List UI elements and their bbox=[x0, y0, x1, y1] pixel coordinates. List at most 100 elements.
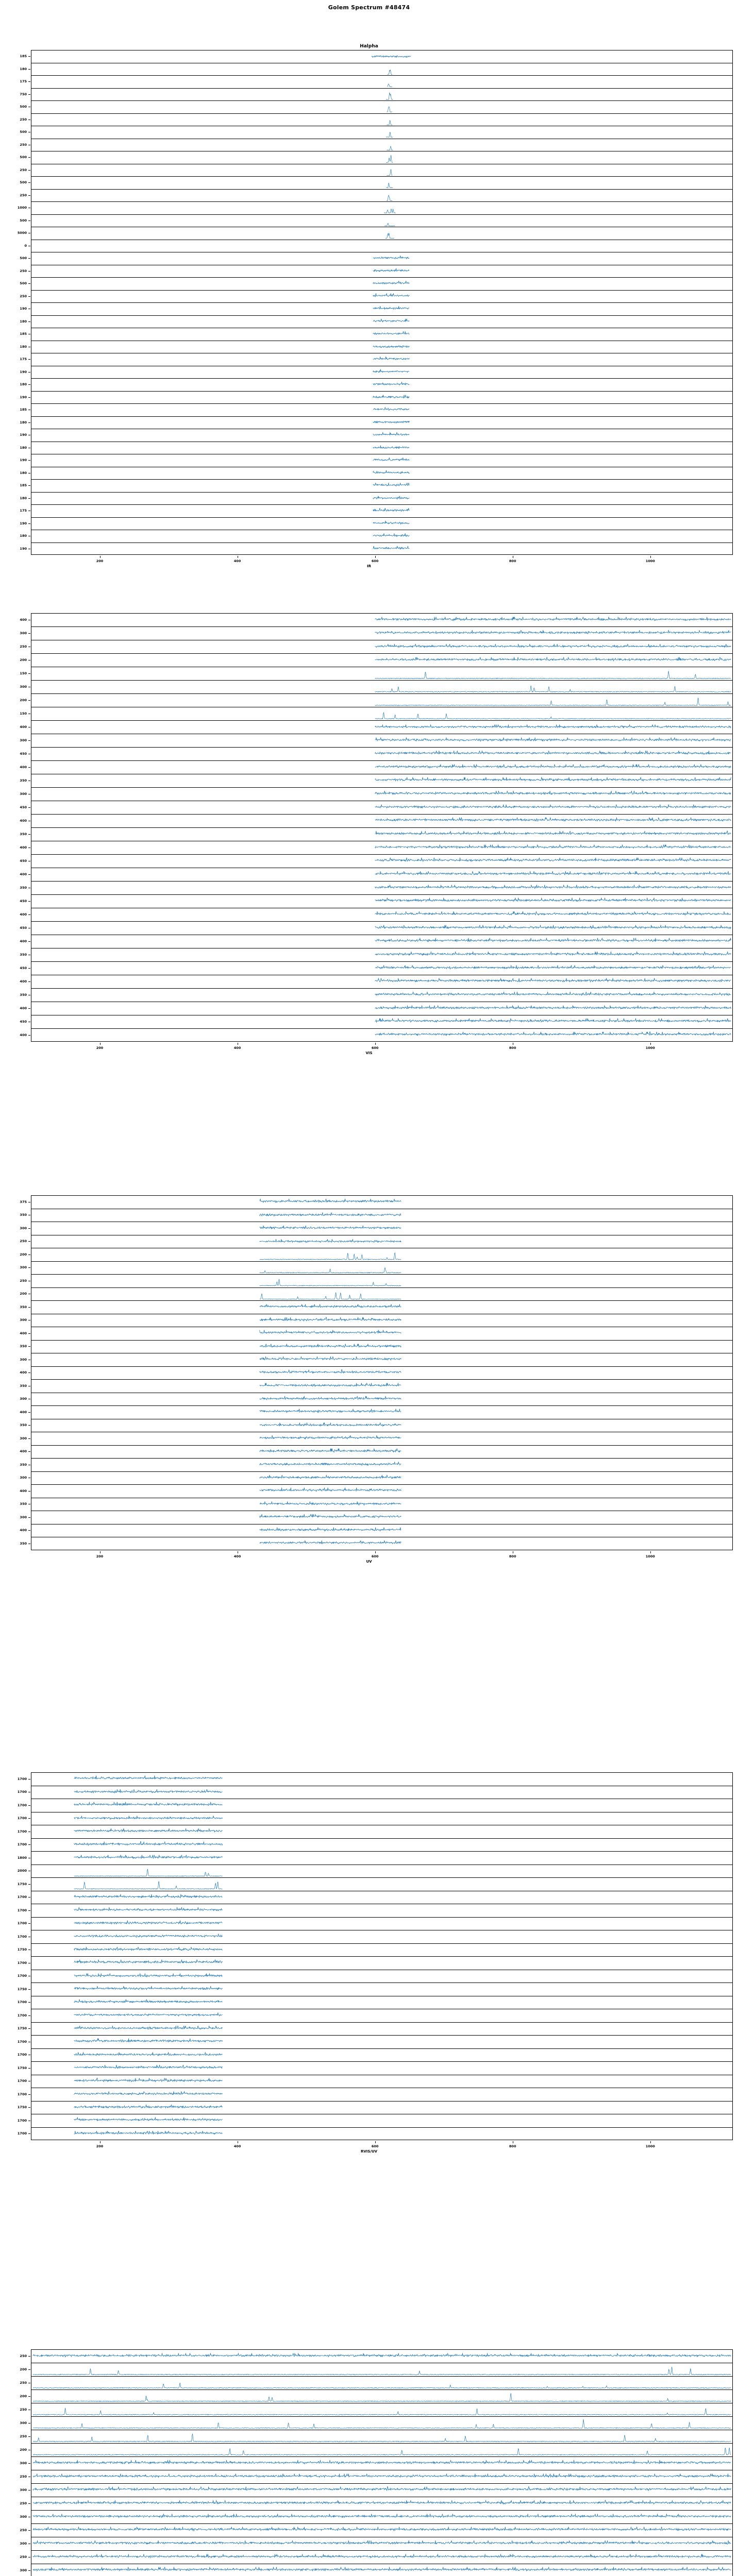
plot-frame[interactable] bbox=[31, 328, 733, 341]
plot-frame[interactable] bbox=[31, 2009, 733, 2022]
plot-frame[interactable] bbox=[31, 707, 733, 720]
spectrum-row[interactable]: 180 bbox=[0, 530, 738, 543]
plot-frame[interactable] bbox=[31, 454, 733, 467]
spectrum-row[interactable]: 250 bbox=[0, 640, 738, 653]
spectrum-row[interactable]: 200 bbox=[0, 1248, 738, 1261]
spectrum-row[interactable]: 375 bbox=[0, 1195, 738, 1209]
plot-frame[interactable] bbox=[31, 948, 733, 961]
plot-frame[interactable] bbox=[31, 1002, 733, 1015]
spectrum-row[interactable]: 300 bbox=[0, 1511, 738, 1524]
spectrum-row[interactable]: 1700 bbox=[0, 2035, 738, 2048]
spectrum-row[interactable]: 400 bbox=[0, 1405, 738, 1419]
spectrum-row[interactable]: 300 bbox=[0, 2510, 738, 2523]
plot-frame[interactable] bbox=[31, 2430, 733, 2443]
plot-frame[interactable] bbox=[31, 75, 733, 88]
plot-frame[interactable] bbox=[31, 1353, 733, 1366]
spectrum-row[interactable]: 1700 bbox=[0, 2088, 738, 2101]
spectrum-row[interactable]: 300 bbox=[0, 734, 738, 747]
plot-frame[interactable] bbox=[31, 1969, 733, 1982]
plot-frame[interactable] bbox=[31, 2537, 733, 2550]
spectrum-row[interactable]: 400 bbox=[0, 1484, 738, 1498]
spectrum-row[interactable]: 350 bbox=[0, 1208, 738, 1222]
plot-frame[interactable] bbox=[31, 302, 733, 315]
spectrum-row[interactable]: 250 bbox=[0, 2376, 738, 2389]
spectrum-row[interactable]: 350 bbox=[0, 1537, 738, 1550]
spectrum-row[interactable]: 1750 bbox=[0, 1982, 738, 1996]
spectrum-row[interactable]: 1700 bbox=[0, 2114, 738, 2127]
plot-frame[interactable] bbox=[31, 827, 733, 841]
spectrum-row[interactable]: 350 bbox=[0, 774, 738, 787]
spectrum-row[interactable]: 350 bbox=[0, 948, 738, 961]
plot-frame[interactable] bbox=[31, 530, 733, 543]
spectrum-row[interactable]: 400 bbox=[0, 908, 738, 921]
plot-frame[interactable] bbox=[31, 1418, 733, 1432]
spectrum-row[interactable]: 250 bbox=[0, 138, 738, 151]
plot-frame[interactable] bbox=[31, 734, 733, 747]
plot-frame[interactable] bbox=[31, 1248, 733, 1261]
plot-frame[interactable] bbox=[31, 1995, 733, 2009]
plot-frame[interactable] bbox=[31, 1340, 733, 1353]
spectrum-row[interactable]: 180 bbox=[0, 466, 738, 479]
plot-frame[interactable] bbox=[31, 517, 733, 530]
plot-frame[interactable] bbox=[31, 466, 733, 479]
plot-frame[interactable] bbox=[31, 1300, 733, 1314]
spectrum-row[interactable]: 1700 bbox=[0, 1838, 738, 1851]
plot-frame[interactable] bbox=[31, 239, 733, 252]
plot-frame[interactable] bbox=[31, 1917, 733, 1930]
plot-frame[interactable] bbox=[31, 1222, 733, 1235]
spectrum-row[interactable]: 1700 bbox=[0, 1917, 738, 1930]
spectrum-row[interactable]: 350 bbox=[0, 1379, 738, 1393]
spectrum-row[interactable]: 350 bbox=[0, 881, 738, 894]
plot-frame[interactable] bbox=[31, 2088, 733, 2101]
plot-frame[interactable] bbox=[31, 640, 733, 653]
plot-frame[interactable] bbox=[31, 277, 733, 290]
plot-frame[interactable] bbox=[31, 2497, 733, 2510]
plot-frame[interactable] bbox=[31, 88, 733, 100]
spectrum-row[interactable]: 1700 bbox=[0, 1890, 738, 1904]
spectrum-row[interactable]: 400 bbox=[0, 720, 738, 734]
plot-frame[interactable] bbox=[31, 2443, 733, 2456]
plot-frame[interactable] bbox=[31, 201, 733, 214]
spectrum-row[interactable]: 250 bbox=[0, 2470, 738, 2483]
plot-frame[interactable] bbox=[31, 854, 733, 868]
spectrum-row[interactable]: 1700 bbox=[0, 1969, 738, 1982]
spectrum-row[interactable]: 300 bbox=[0, 2456, 738, 2470]
plot-frame[interactable] bbox=[31, 416, 733, 429]
plot-frame[interactable] bbox=[31, 1511, 733, 1524]
spectrum-row[interactable]: 400 bbox=[0, 868, 738, 881]
plot-frame[interactable] bbox=[31, 2564, 733, 2576]
plot-frame[interactable] bbox=[31, 841, 733, 854]
spectrum-row[interactable]: 0 bbox=[0, 239, 738, 252]
plot-frame[interactable] bbox=[31, 252, 733, 265]
spectrum-row[interactable]: 350 bbox=[0, 1458, 738, 1471]
spectrum-row[interactable]: 300 bbox=[0, 2483, 738, 2497]
spectrum-row[interactable]: 1700 bbox=[0, 1904, 738, 1917]
plot-frame[interactable] bbox=[31, 2470, 733, 2483]
plot-frame[interactable] bbox=[31, 2483, 733, 2497]
spectrum-row[interactable]: 250 bbox=[0, 2430, 738, 2443]
plot-frame[interactable] bbox=[31, 1287, 733, 1300]
spectrum-row[interactable]: 200 bbox=[0, 653, 738, 667]
plot-frame[interactable] bbox=[31, 2416, 733, 2430]
plot-frame[interactable] bbox=[31, 2510, 733, 2523]
spectrum-row[interactable]: 250 bbox=[0, 1274, 738, 1287]
plot-frame[interactable] bbox=[31, 264, 733, 277]
spectrum-row[interactable]: 350 bbox=[0, 827, 738, 841]
plot-frame[interactable] bbox=[31, 176, 733, 189]
spectrum-row[interactable]: 250 bbox=[0, 290, 738, 302]
plot-frame[interactable] bbox=[31, 479, 733, 492]
plot-frame[interactable] bbox=[31, 189, 733, 201]
plot-frame[interactable] bbox=[31, 1956, 733, 1970]
spectrum-row[interactable]: 250 bbox=[0, 189, 738, 201]
plot-frame[interactable] bbox=[31, 1851, 733, 1865]
spectrum-row[interactable]: 300 bbox=[0, 1353, 738, 1366]
plot-frame[interactable] bbox=[31, 1445, 733, 1458]
plot-frame[interactable] bbox=[31, 315, 733, 328]
plot-frame[interactable] bbox=[31, 1982, 733, 1996]
spectrum-row[interactable]: 350 bbox=[0, 1418, 738, 1432]
spectrum-row[interactable]: 450 bbox=[0, 747, 738, 760]
plot-frame[interactable] bbox=[31, 747, 733, 760]
plot-frame[interactable] bbox=[31, 693, 733, 707]
spectrum-row[interactable]: 450 bbox=[0, 894, 738, 908]
plot-frame[interactable] bbox=[31, 894, 733, 908]
